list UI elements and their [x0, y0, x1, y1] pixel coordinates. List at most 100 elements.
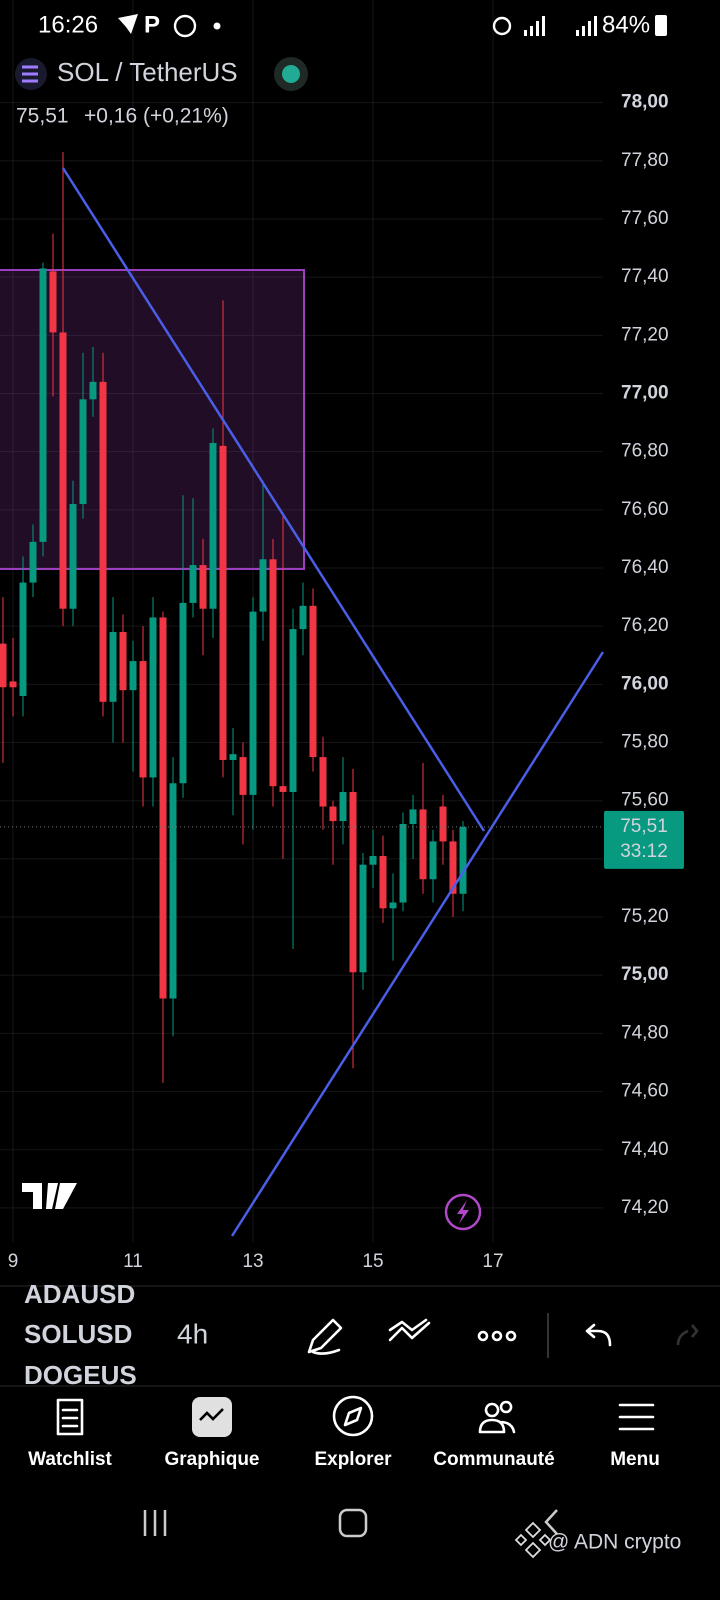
candle-body — [449, 841, 457, 894]
telegram-icon — [118, 14, 138, 34]
symbol-prev[interactable]: ADAUSD — [24, 1279, 135, 1309]
candle-body — [239, 757, 247, 795]
candle-body — [159, 617, 167, 999]
candle-body — [99, 381, 107, 702]
sol-icon-lines — [22, 65, 38, 83]
lightning-button[interactable] — [444, 1193, 482, 1231]
alarm-icon — [492, 16, 512, 36]
candle-body — [349, 791, 357, 973]
y-tick-label: 78,00 — [621, 92, 669, 113]
candle-body — [129, 661, 137, 691]
candle-body — [209, 442, 217, 609]
y-tick-label: 75,20 — [621, 906, 669, 927]
back-button[interactable] — [544, 1509, 558, 1535]
trend-line-up — [230, 651, 605, 1237]
candle-body — [319, 757, 327, 807]
indicator-icon[interactable] — [388, 1318, 431, 1342]
nav-chart[interactable]: Graphique — [164, 1449, 259, 1470]
signal-icon — [524, 16, 545, 36]
explorer-icon[interactable] — [332, 1395, 374, 1437]
candle-body — [309, 605, 317, 758]
nav-watchlist[interactable]: Watchlist — [28, 1449, 112, 1470]
binance-logo — [514, 1521, 552, 1559]
y-tick-label: 77,60 — [621, 208, 669, 229]
candle-body — [119, 632, 127, 691]
undo-icon[interactable] — [585, 1323, 612, 1347]
y-tick-label: 75,60 — [621, 790, 669, 811]
candle-body — [39, 268, 47, 542]
candle-body — [459, 826, 467, 894]
symbol-next[interactable]: DOGEUS — [24, 1360, 137, 1390]
candle-body — [49, 271, 57, 333]
trend-line-down — [61, 167, 486, 832]
candle-body — [289, 629, 297, 792]
candle-body — [399, 823, 407, 903]
y-tick-label: 76,20 — [621, 615, 669, 636]
market-status[interactable] — [282, 65, 300, 83]
candle-body — [89, 381, 97, 400]
signal-icon — [576, 16, 597, 36]
y-tick-label: 76,00 — [621, 673, 669, 694]
header-price: 75,51 — [16, 105, 69, 128]
candle-body — [419, 809, 427, 880]
y-tick-label: 76,40 — [621, 557, 669, 578]
candle-body — [269, 559, 277, 787]
nav-community[interactable]: Communauté — [433, 1449, 554, 1470]
y-tick-label: 74,80 — [621, 1022, 669, 1043]
nav-explorer[interactable]: Explorer — [314, 1449, 392, 1470]
y-tick-label: 75,80 — [621, 732, 669, 753]
candle-body — [409, 809, 417, 824]
lightning-icon — [457, 1200, 469, 1224]
candle-body — [359, 864, 367, 973]
redo-icon[interactable] — [676, 1324, 699, 1346]
clock: 16:26 — [38, 11, 98, 38]
symbol-current[interactable]: SOLUSD — [24, 1319, 132, 1349]
community-icon[interactable] — [478, 1400, 516, 1434]
candle-body — [69, 504, 77, 609]
candle-body — [439, 806, 447, 842]
candle-body — [329, 806, 337, 822]
candle-body — [199, 565, 207, 609]
battery-level: 84% — [602, 11, 650, 38]
x-tick-label: 13 — [242, 1251, 263, 1272]
p-icon: P — [144, 11, 160, 38]
candles — [0, 152, 467, 1083]
candle-body — [149, 617, 157, 778]
x-tick-label: 11 — [123, 1251, 143, 1272]
candle-body — [9, 681, 17, 688]
home-button[interactable] — [338, 1508, 368, 1538]
candle-body — [379, 855, 387, 909]
axes: 74,2074,4074,6074,8075,0075,2075,4075,60… — [0, 92, 684, 1272]
facebook-icon — [173, 14, 197, 38]
countdown: 33:12 — [620, 841, 668, 862]
interval[interactable]: 4h — [177, 1318, 208, 1349]
y-tick-label: 76,80 — [621, 441, 669, 462]
candle-body — [389, 902, 397, 909]
y-tick-label: 77,80 — [621, 150, 669, 171]
nav-menu[interactable]: Menu — [610, 1449, 660, 1470]
y-tick-label: 74,40 — [621, 1139, 669, 1160]
y-tick-label: 75,00 — [621, 964, 669, 985]
candle-body — [139, 661, 147, 778]
candle-body — [19, 582, 27, 696]
candle-body — [0, 643, 7, 688]
watermark: @ ADN crypto — [548, 1531, 681, 1554]
symbol-title[interactable]: SOL / TetherUS — [57, 57, 238, 87]
y-tick-label: 77,20 — [621, 324, 669, 345]
x-tick-label: 9 — [8, 1251, 19, 1272]
recent-apps[interactable] — [143, 1510, 167, 1536]
watchlist-icon[interactable] — [56, 1398, 84, 1436]
draw-icon[interactable] — [307, 1318, 343, 1355]
candle-body — [189, 565, 197, 603]
more-icon[interactable] — [477, 1330, 517, 1342]
explorer-needle — [343, 1406, 363, 1427]
menu-icon[interactable] — [618, 1403, 655, 1431]
candle-body — [219, 445, 227, 760]
candle-body — [279, 786, 287, 792]
last-price-tag — [604, 810, 684, 869]
last-price-label: 75,51 — [620, 816, 668, 837]
candle-body — [109, 632, 117, 702]
